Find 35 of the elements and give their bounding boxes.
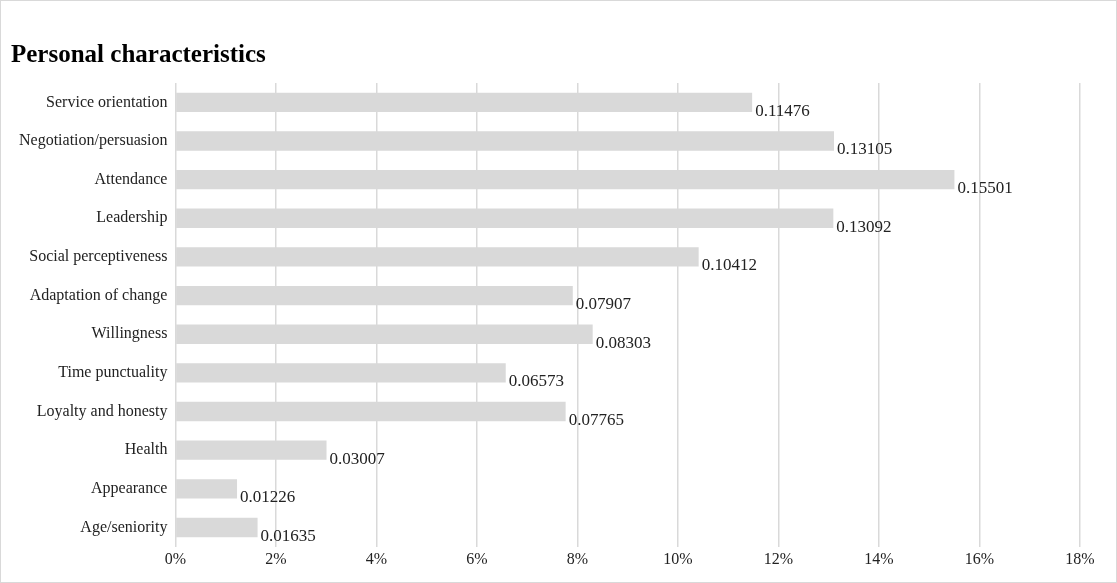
- x-tick-label: 6%: [466, 549, 488, 567]
- data-label: 0.01635: [260, 525, 316, 545]
- y-tick-label: Social perceptiveness: [29, 247, 168, 266]
- data-label: 0.15501: [957, 178, 1013, 198]
- data-label: 0.13092: [836, 216, 892, 236]
- y-tick-label: Loyalty and honesty: [36, 401, 168, 420]
- y-tick-label: Service orientation: [46, 92, 168, 110]
- chart-title: Personal characteristics: [11, 40, 267, 68]
- x-tick-label: 16%: [964, 549, 995, 567]
- y-tick-label: Adaptation of change: [29, 285, 168, 304]
- data-label: 0.03007: [329, 448, 386, 468]
- x-tick-label: 14%: [864, 549, 894, 567]
- data-label: 0.08303: [595, 332, 651, 352]
- y-tick-label: Health: [124, 440, 168, 458]
- x-tick-label: 4%: [365, 549, 388, 567]
- x-tick-label: 2%: [265, 549, 287, 567]
- data-label: 0.10412: [701, 255, 757, 275]
- data-label: 0.07907: [575, 294, 632, 314]
- data-label: 0.07765: [568, 409, 624, 429]
- y-tick-label: Willingness: [91, 324, 168, 343]
- x-tick-label: 0%: [164, 549, 187, 567]
- data-label: 0.11476: [755, 100, 810, 120]
- x-tick-label: 12%: [763, 549, 794, 567]
- x-tick-label: 8%: [566, 549, 589, 567]
- y-tick-label: Time punctuality: [58, 363, 168, 382]
- x-tick-label: 10%: [663, 549, 693, 567]
- y-tick-label: Age/seniority: [80, 517, 168, 536]
- y-tick-label: Negotiation/persuasion: [18, 131, 168, 150]
- data-label: 0.01226: [240, 487, 296, 507]
- y-tick-label: Leadership: [96, 208, 168, 227]
- data-label: 0.06573: [508, 371, 564, 391]
- x-tick-label: 18%: [1065, 549, 1095, 567]
- y-tick-label: Appearance: [91, 479, 168, 498]
- y-tick-label: Attendance: [94, 169, 168, 187]
- data-label: 0.13105: [837, 139, 893, 159]
